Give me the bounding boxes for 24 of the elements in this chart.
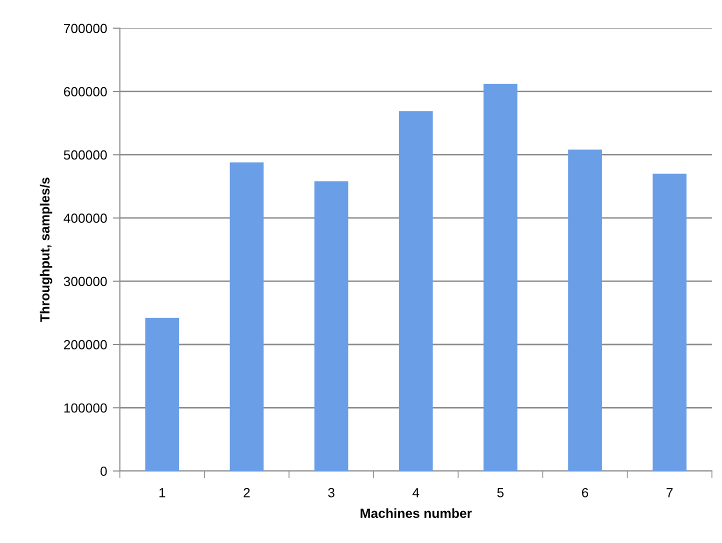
y-axis-title: Throughput, samples/s xyxy=(40,178,52,322)
x-tick-label: 5 xyxy=(497,488,504,498)
bar xyxy=(484,84,518,471)
bar xyxy=(145,318,180,471)
x-tick-label: 6 xyxy=(582,488,588,498)
y-tick-label: 600000 xyxy=(64,87,107,96)
y-tick-label: 0 xyxy=(100,466,107,476)
x-tick-label: 4 xyxy=(412,488,420,498)
y-tick-label: 100000 xyxy=(64,403,107,413)
y-tick-label: 300000 xyxy=(64,276,107,286)
x-axis-title: Machines number xyxy=(360,508,472,518)
x-tick-label: 7 xyxy=(666,488,673,498)
bar xyxy=(652,174,687,471)
bar xyxy=(568,150,602,471)
y-tick-label: 500000 xyxy=(64,150,107,160)
bar xyxy=(314,181,348,471)
bar xyxy=(230,162,264,471)
x-tick-label: 3 xyxy=(328,488,334,498)
bar xyxy=(398,111,433,471)
y-tick-label: 400000 xyxy=(64,214,107,223)
y-tick-label: 700000 xyxy=(64,24,107,34)
y-tick-label: 200000 xyxy=(64,340,107,350)
x-tick-label: 2 xyxy=(244,488,250,498)
x-tick-label: 1 xyxy=(159,488,166,498)
